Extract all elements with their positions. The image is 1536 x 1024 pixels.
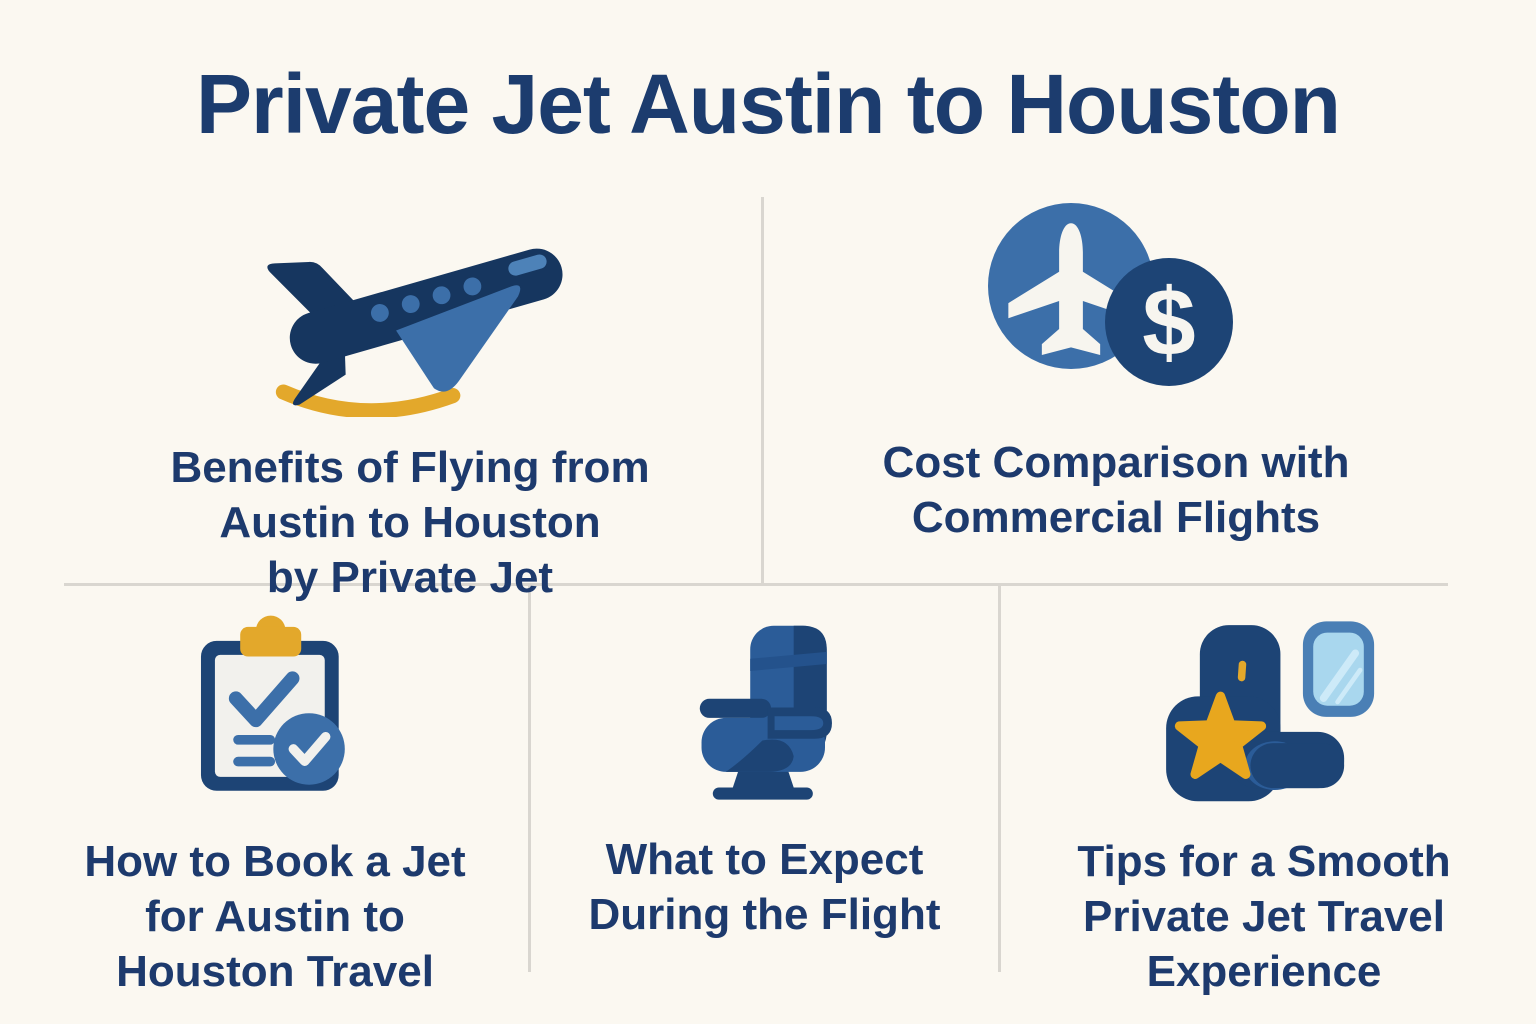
section-cost-comparison: $ Cost Comparison with Commercial Flight…: [766, 196, 1466, 545]
section-tips-caption: Tips for a Smooth Private Jet Travel Exp…: [1077, 834, 1450, 999]
divider-horizontal-middle: [64, 583, 1448, 586]
caption-line: During the Flight: [588, 890, 941, 939]
caption-line: Cost Comparison with: [882, 438, 1350, 487]
divider-vertical-bottom-right: [998, 586, 1001, 972]
section-tips: Tips for a Smooth Private Jet Travel Exp…: [1002, 600, 1526, 999]
cabin-seat-icon: [665, 610, 865, 810]
section-benefits: Benefits of Flying from Austin to Housto…: [60, 196, 760, 605]
caption-line: Tips for a Smooth: [1077, 837, 1451, 886]
dollar-sign-glyph: $: [1142, 269, 1195, 376]
caption-line: Private Jet Travel: [1082, 892, 1445, 941]
plane-dollar-icon: $: [976, 198, 1256, 403]
caption-line: Austin to Houston: [219, 498, 601, 547]
caption-line: for Austin to: [145, 892, 405, 941]
starred-seat-window-icon: [1147, 612, 1382, 810]
booking-checklist-icon: [173, 606, 378, 808]
divider-vertical-top: [761, 197, 764, 583]
section-book-caption: How to Book a Jet for Austin to Houston …: [84, 834, 465, 999]
section-what-to-expect: What to Expect During the Flight: [533, 600, 996, 942]
caption-line: by Private Jet: [266, 553, 554, 602]
section-benefits-caption: Benefits of Flying from Austin to Housto…: [170, 440, 649, 605]
divider-vertical-bottom-left: [528, 586, 531, 972]
section-cost-caption: Cost Comparison with Commercial Flights: [883, 435, 1350, 545]
caption-line: What to Expect: [605, 835, 924, 884]
caption-line: How to Book a Jet: [84, 837, 466, 886]
page-title: Private Jet Austin to Houston: [195, 57, 1341, 151]
caption-line: Benefits of Flying from: [170, 443, 650, 492]
caption-line: Houston Travel: [116, 947, 434, 996]
private-jet-icon: [219, 212, 601, 422]
caption-line: Commercial Flights: [911, 493, 1321, 542]
section-expect-caption: What to Expect During the Flight: [589, 832, 941, 942]
section-how-to-book: How to Book a Jet for Austin to Houston …: [20, 600, 530, 999]
caption-line: Experience: [1146, 947, 1382, 996]
